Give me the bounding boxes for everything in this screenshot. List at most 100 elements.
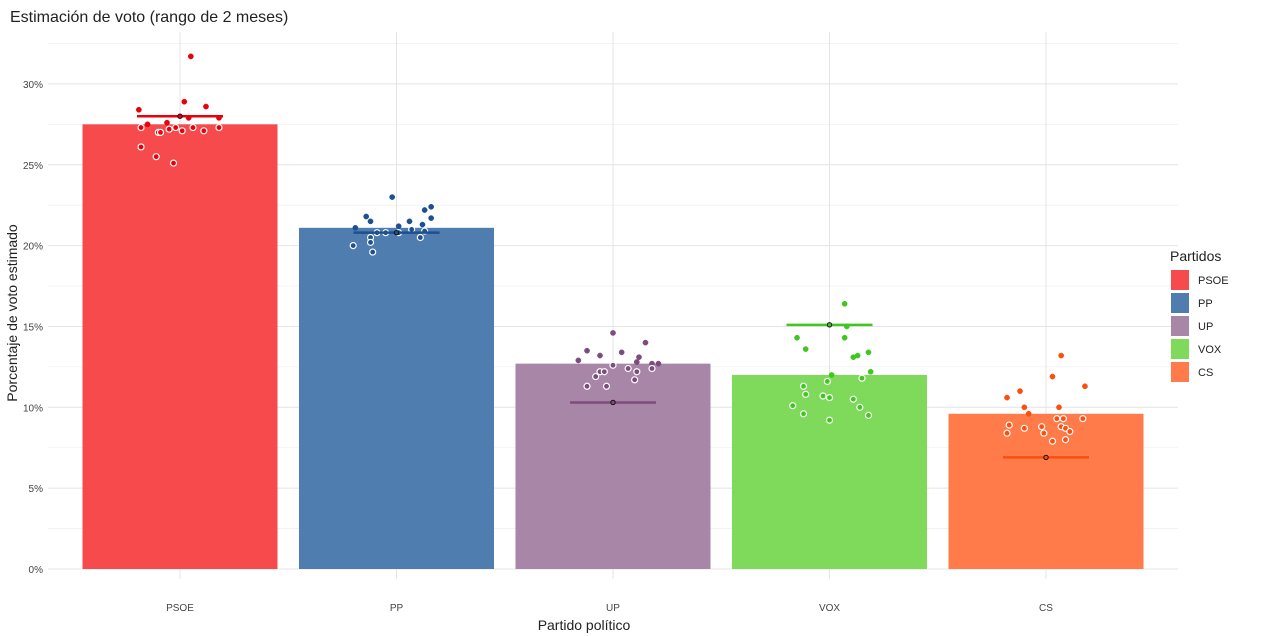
data-point-pp [349, 242, 357, 250]
data-point-vox [841, 300, 848, 307]
data-point-psoe [187, 53, 194, 60]
data-point-psoe [200, 127, 208, 135]
legend-label-vox: VOX [1198, 344, 1222, 356]
legend-label-cs: CS [1198, 367, 1213, 379]
axes: 0% 5% 10% 15% 20% 25% 30% PSOE PP UP VOX CS [23, 80, 1053, 614]
data-point-up [583, 382, 591, 390]
data-point-cs [1053, 415, 1061, 423]
data-point-cs [1079, 415, 1087, 423]
reference-point-pp [393, 229, 400, 236]
data-point-vox [799, 410, 808, 418]
data-point-cs [1082, 383, 1088, 390]
data-point-vox [823, 377, 831, 386]
bar-cs [948, 413, 1144, 569]
data-point-up [655, 360, 662, 367]
data-point-psoe [137, 143, 145, 151]
data-point-up [624, 364, 632, 373]
data-point-up [618, 349, 625, 356]
y-tick-label: 30% [23, 80, 43, 91]
data-point-cs [1056, 404, 1062, 411]
x-axis-label: Partido político [538, 617, 631, 633]
bars [82, 124, 1144, 570]
data-point-vox [865, 349, 872, 356]
legend-swatch-up [1171, 316, 1189, 336]
data-point-vox [794, 334, 800, 341]
bar-psoe [82, 124, 278, 569]
data-point-vox [849, 395, 857, 403]
data-point-up [592, 372, 600, 381]
data-point-pp [419, 221, 426, 228]
data-point-vox [802, 390, 810, 398]
data-point-up [648, 364, 656, 373]
y-tick-label: 20% [23, 242, 43, 253]
data-point-pp [352, 224, 359, 231]
data-point-cs [1025, 410, 1032, 417]
data-point-psoe [172, 123, 180, 132]
data-point-cs [1020, 424, 1028, 432]
bar-pp [299, 227, 494, 570]
data-point-vox [825, 393, 834, 402]
y-tick-label: 15% [23, 322, 43, 333]
data-point-pp [428, 203, 434, 210]
data-point-psoe [144, 121, 151, 128]
data-point-cs [1003, 429, 1011, 437]
data-point-psoe [165, 125, 173, 133]
reference-point-vox [826, 322, 833, 328]
legend-label-up: UP [1198, 321, 1213, 333]
data-point-up [642, 339, 649, 346]
data-point-up [597, 352, 603, 359]
reference-point-up [610, 399, 616, 406]
data-point-cs [1061, 436, 1070, 444]
data-point-cs [1005, 421, 1013, 429]
data-point-psoe [178, 127, 186, 135]
data-point-cs [1058, 352, 1065, 359]
data-point-cs [1059, 415, 1067, 423]
x-tick-label-psoe: PSOE [166, 603, 194, 614]
data-point-up [633, 368, 641, 376]
data-point-up [600, 368, 608, 376]
data-point-psoe [156, 128, 165, 137]
x-tick-label-vox: VOX [819, 603, 840, 614]
data-point-pp [428, 215, 434, 221]
data-point-up [631, 376, 639, 384]
legend-title: Partidos [1170, 248, 1221, 264]
data-point-up [633, 359, 640, 365]
data-point-vox [799, 382, 808, 390]
legend-swatch-vox [1171, 339, 1189, 359]
data-point-vox [841, 334, 848, 341]
data-point-pp [406, 218, 413, 225]
data-point-up [610, 330, 616, 336]
data-point-vox [856, 403, 864, 411]
data-point-cs [1049, 373, 1056, 380]
data-point-psoe [137, 123, 145, 132]
data-point-cs [1066, 427, 1074, 436]
data-point-psoe [215, 123, 223, 132]
data-point-up [602, 382, 611, 390]
data-point-vox [789, 402, 797, 410]
data-point-vox [867, 368, 874, 375]
legend-swatch-cs [1171, 362, 1189, 382]
data-point-psoe [189, 123, 197, 132]
y-tick-label: 10% [23, 403, 43, 414]
data-point-psoe [169, 159, 178, 167]
y-axis-label: Porcentaje de voto estimado [4, 224, 20, 402]
data-point-up [584, 347, 590, 354]
legend-label-psoe: PSOE [1198, 275, 1229, 287]
reference-point-cs [1043, 454, 1049, 461]
data-point-vox [864, 411, 873, 419]
reference-point-psoe [177, 113, 183, 119]
legend: Partidos PSOE PP UP VOX CS [1170, 248, 1229, 382]
data-point-vox [819, 392, 827, 400]
y-tick-label: 5% [29, 484, 44, 495]
data-point-vox [850, 354, 857, 361]
marks [136, 53, 1089, 461]
data-point-pp [389, 194, 396, 200]
data-point-vox [828, 372, 835, 378]
data-point-pp [369, 248, 377, 256]
data-point-psoe [164, 119, 170, 126]
data-point-pp [366, 238, 375, 246]
data-point-cs [1004, 394, 1010, 401]
y-tick-label: 25% [23, 161, 43, 172]
